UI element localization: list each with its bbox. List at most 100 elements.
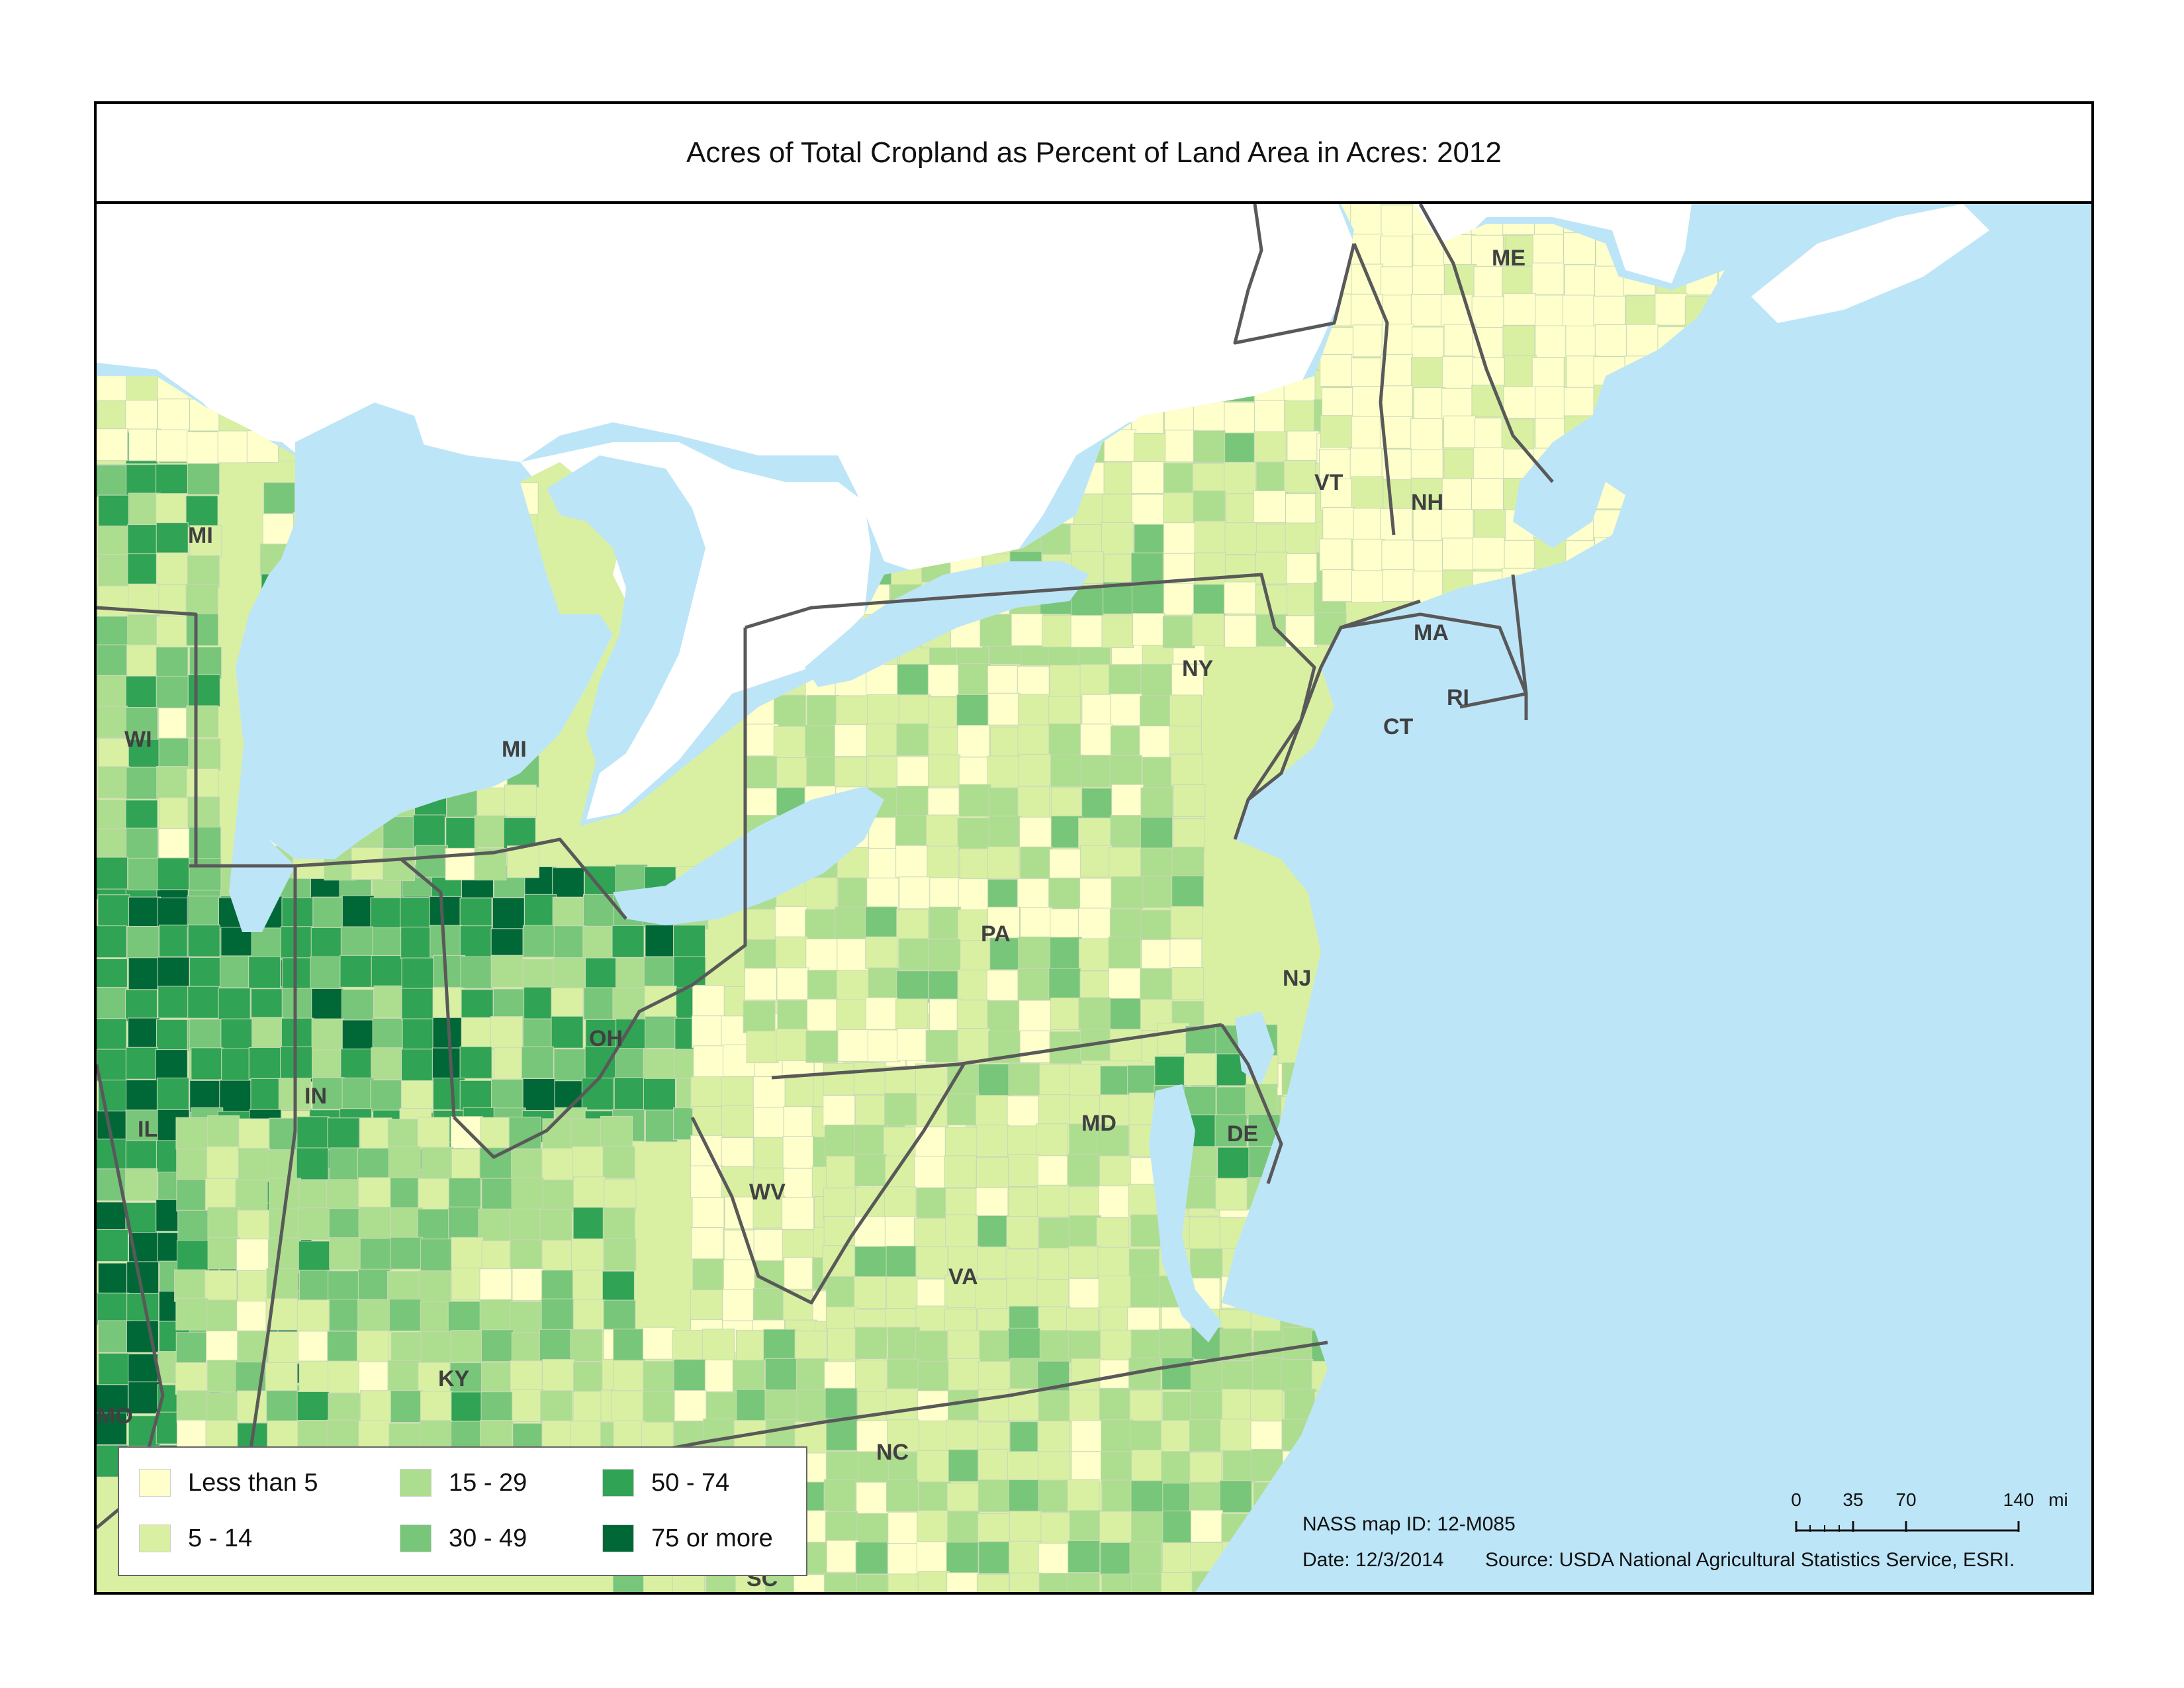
county-cell xyxy=(206,1360,240,1393)
county-cell xyxy=(1079,664,1113,697)
county-cell xyxy=(856,1574,889,1592)
county-cell xyxy=(459,898,492,931)
state-label-wi: WI xyxy=(124,727,152,752)
county-cell xyxy=(1222,1450,1255,1483)
county-cell xyxy=(402,1018,435,1051)
delaware-bay xyxy=(1235,1011,1275,1084)
county-cell xyxy=(512,1389,545,1422)
county-cell xyxy=(357,1268,390,1301)
county-cell xyxy=(1189,1419,1222,1452)
county-cell xyxy=(948,1389,981,1423)
county-cell xyxy=(390,1332,424,1365)
county-cell xyxy=(807,970,840,1003)
county-cell xyxy=(1017,786,1050,819)
county-cell xyxy=(854,1360,887,1393)
county-cell xyxy=(206,1331,239,1364)
county-cell xyxy=(1320,415,1353,448)
county-cell xyxy=(296,1147,329,1180)
county-cell xyxy=(1130,1329,1163,1362)
county-cell xyxy=(585,957,618,990)
county-cell xyxy=(186,705,219,738)
county-cell xyxy=(897,756,930,789)
county-cell xyxy=(915,1126,948,1159)
county-cell xyxy=(124,989,158,1022)
county-cell xyxy=(1109,755,1142,788)
county-cell xyxy=(360,1390,393,1423)
county-cell xyxy=(672,1330,705,1363)
county-cell xyxy=(674,1389,707,1423)
county-cell xyxy=(1380,508,1413,541)
county-cell xyxy=(1100,1329,1133,1362)
county-cell xyxy=(989,816,1022,849)
county-cell xyxy=(1184,1176,1217,1209)
county-cell xyxy=(854,1246,887,1279)
county-cell xyxy=(1110,815,1143,848)
county-cell xyxy=(126,644,159,677)
county-cell xyxy=(1067,1479,1100,1512)
county-cell xyxy=(1005,1248,1038,1282)
county-cell xyxy=(400,1080,433,1113)
county-cell xyxy=(1160,1328,1193,1361)
county-cell xyxy=(783,1168,816,1201)
county-cell xyxy=(1250,1389,1283,1423)
county-cell xyxy=(614,1077,647,1110)
county-cell xyxy=(1038,1247,1071,1280)
state-label-in: IN xyxy=(304,1084,327,1109)
county-cell xyxy=(445,817,478,850)
county-cell xyxy=(1351,416,1384,449)
legend-item-30-49: 30 - 49 xyxy=(400,1523,527,1554)
county-cell xyxy=(1077,818,1111,851)
county-cell xyxy=(1161,1542,1195,1575)
county-cell xyxy=(1473,265,1506,299)
county-cell xyxy=(928,939,961,972)
county-cell xyxy=(690,1165,723,1198)
county-cell xyxy=(1474,509,1507,542)
county-cell xyxy=(1171,847,1205,880)
county-cell xyxy=(1190,1360,1223,1393)
county-cell xyxy=(312,1049,345,1082)
county-cell xyxy=(1038,1390,1071,1423)
county-cell xyxy=(1322,569,1355,602)
county-cell xyxy=(1173,818,1206,851)
county-cell xyxy=(836,999,869,1032)
nova-scotia xyxy=(1751,204,1989,323)
county-cell xyxy=(1039,1064,1072,1097)
state-label-md: MD xyxy=(1081,1111,1116,1136)
lake-michigan xyxy=(229,402,428,932)
county-cell xyxy=(1009,1572,1042,1592)
county-cell xyxy=(128,492,161,526)
legend-label: 5 - 14 xyxy=(188,1524,253,1552)
map-area: ME VT NH MA RI CT NY PA NJ DE MD OH MI MI WI IN IL WV VA KY… xyxy=(97,204,2091,1592)
county-cell xyxy=(176,1240,209,1273)
county-cell xyxy=(542,1118,575,1151)
county-cell xyxy=(1007,1451,1040,1484)
county-cell xyxy=(946,1542,979,1575)
county-cell xyxy=(177,1209,210,1243)
county-cell xyxy=(185,583,218,616)
county-cell xyxy=(1655,293,1688,326)
county-cell xyxy=(390,1390,423,1423)
county-cell xyxy=(721,1137,754,1170)
county-cell xyxy=(433,955,466,988)
county-cell xyxy=(1382,569,1415,602)
county-cell xyxy=(357,1148,390,1181)
county-cell xyxy=(1157,1023,1190,1056)
county-cell xyxy=(887,1419,920,1452)
county-cell xyxy=(251,988,284,1021)
county-cell xyxy=(807,695,840,728)
county-cell xyxy=(582,925,615,959)
county-cell xyxy=(175,1332,208,1365)
county-cell xyxy=(1071,1420,1104,1453)
county-cell xyxy=(1531,357,1565,390)
county-cell xyxy=(854,1124,887,1157)
county-cell xyxy=(97,428,128,461)
county-cell xyxy=(854,1154,887,1187)
county-cell xyxy=(1131,1449,1164,1482)
county-cell xyxy=(1009,1358,1042,1391)
county-cell xyxy=(328,1208,361,1241)
county-cell xyxy=(1224,432,1257,465)
county-cell xyxy=(581,1078,614,1111)
county-cell xyxy=(553,925,586,959)
county-cell xyxy=(157,857,190,890)
state-border-line xyxy=(745,573,1316,840)
